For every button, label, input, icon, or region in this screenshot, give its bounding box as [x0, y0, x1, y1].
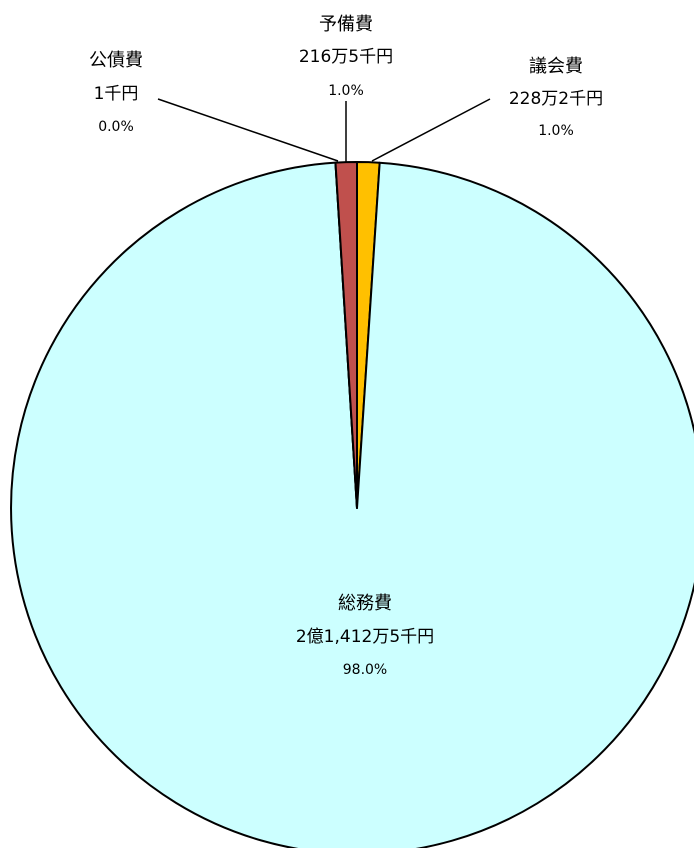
leader-line-1 — [158, 99, 338, 161]
label-group-kousaihi: 公債費 1千円 0.0% — [89, 50, 143, 135]
slice-label-percent: 98.0% — [343, 662, 387, 678]
slice-label-percent: 0.0% — [98, 119, 134, 135]
slice-label-name: 公債費 — [89, 50, 143, 71]
leader-line-2 — [372, 99, 490, 161]
slice-label-name: 予備費 — [319, 14, 373, 35]
label-group-gikaihi: 議会費 228万2千円 1.0% — [509, 56, 603, 139]
label-group-yobihi: 予備費 216万5千円 1.0% — [299, 14, 393, 99]
slice-label-name: 議会費 — [529, 56, 583, 77]
slice-label-percent: 1.0% — [328, 83, 364, 99]
slice-label-amount: 216万5千円 — [299, 47, 393, 67]
slice-label-percent: 1.0% — [538, 123, 574, 139]
slice-label-amount: 1千円 — [94, 84, 139, 104]
slice-label-amount: 2億1,412万5千円 — [296, 627, 434, 647]
slice-label-name: 総務費 — [338, 593, 392, 614]
leader-lines — [158, 99, 490, 162]
pie-slices — [11, 162, 694, 848]
slice-label-amount: 228万2千円 — [509, 89, 603, 109]
